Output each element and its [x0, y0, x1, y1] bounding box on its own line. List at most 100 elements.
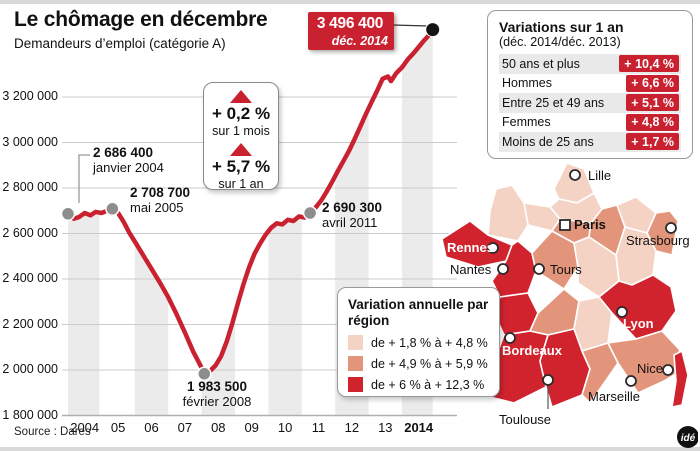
map-regions	[441, 162, 689, 408]
annotation-value: 1 983 500	[186, 379, 248, 394]
table-row: Entre 25 et 49 ans + 5,1 %	[499, 93, 681, 113]
panel-title: Variations sur 1 an	[499, 19, 624, 35]
y-tick: 1 800 000	[2, 407, 58, 422]
city-markers	[487, 169, 677, 387]
city-marker-bordeaux	[504, 332, 516, 344]
x-tick: 2004	[70, 420, 100, 435]
y-tick: 2 200 000	[2, 316, 58, 331]
month-variation-label: sur 1 mois	[212, 124, 270, 138]
row-label: Moins de 25 ans	[502, 134, 594, 149]
annotation-value: 2 708 700	[130, 185, 191, 200]
row-label: Femmes	[502, 115, 551, 130]
annotation-value: 2 690 300	[322, 200, 383, 215]
page-title: Le chômage en décembre	[14, 8, 268, 31]
city-marker-nantes	[497, 263, 509, 275]
data-point-mai-2005	[105, 201, 120, 217]
data-point-avril-2011	[302, 205, 318, 221]
city-marker-marseille	[625, 375, 637, 387]
france-map-svg: idé	[441, 162, 699, 448]
region-corse	[671, 350, 689, 408]
bottom-border-strip	[0, 447, 700, 451]
city-marker-tours	[533, 263, 545, 275]
row-value-badge: + 6,6 %	[626, 74, 679, 92]
annotation-connector-2004	[78, 154, 90, 203]
page-subtitle: Demandeurs d’emploi (catégorie A)	[14, 36, 226, 51]
x-tick: 10	[277, 420, 293, 435]
row-label: 50 ans et plus	[502, 56, 580, 71]
source-credit: Source : Dares	[14, 426, 91, 438]
y-tick: 2 400 000	[2, 271, 58, 285]
year-variation-value: + 5,7 %	[211, 157, 271, 176]
top-border-strip	[0, 0, 700, 4]
table-row: Femmes + 4,8 %	[499, 113, 681, 133]
data-point-dots	[60, 22, 441, 382]
annotation-fev-2008: 1 983 500 février 2008	[163, 379, 271, 409]
data-point-janvier-2004	[60, 206, 76, 222]
ide-logo: idé	[677, 426, 699, 448]
table-row: 50 ans et plus + 10,4 %	[499, 54, 681, 74]
city-label-bordeaux: Bordeaux	[502, 343, 562, 358]
annotation-jan-2004: 2 686 400 janvier 2004	[93, 145, 164, 175]
city-label-nice: Nice	[637, 361, 664, 376]
city-label-strasbourg: Strasbourg	[626, 233, 690, 248]
row-label: Entre 25 et 49 ans	[502, 95, 605, 110]
city-label-paris: Paris	[574, 217, 606, 232]
city-label-rennes: Rennes	[447, 240, 494, 255]
annotation-value: 2 686 400	[93, 145, 154, 160]
legend-label: de + 1,8 % à + 4,8 %	[371, 335, 488, 350]
month-variation-value: + 0,2 %	[211, 104, 271, 123]
y-tick: 2 000 000	[2, 362, 58, 376]
city-marker-nice	[662, 364, 674, 376]
up-triangle-icon	[230, 90, 252, 103]
legend-title: Variation annuelle par région	[348, 297, 489, 328]
legend-item: de + 4,9 % à + 5,9 %	[348, 356, 489, 371]
city-marker-lyon	[616, 306, 628, 318]
badge-value: 3 496 400	[316, 15, 384, 32]
annotation-date: février 2008	[182, 394, 252, 409]
table-row: Hommes + 6,6 %	[499, 74, 681, 94]
badge-date: déc. 2014	[331, 34, 388, 48]
city-label-lille: Lille	[588, 168, 612, 183]
legend-swatch-dark	[348, 377, 363, 392]
row-value-badge: + 1,7 %	[626, 133, 679, 151]
map-legend: Variation annuelle par région de + 1,8 %…	[337, 287, 500, 397]
city-label-toulouse: Toulouse	[499, 412, 552, 427]
variation-callout: + 0,2 % sur 1 mois + 5,7 % sur 1 an	[203, 82, 279, 191]
x-tick: 07	[177, 420, 193, 435]
x-tick-current-year: 2014	[404, 420, 434, 435]
city-marker-strasbourg	[665, 222, 677, 234]
city-label-lyon: Lyon	[623, 316, 654, 331]
x-tick: 05	[110, 420, 126, 435]
annotation-date: janvier 2004	[93, 160, 164, 175]
x-tick: 08	[211, 420, 226, 435]
france-map: idé Lille Paris Strasbourg Rennes Nantes…	[436, 159, 699, 451]
badge-connector-line	[392, 24, 429, 27]
data-point-déc--2014	[425, 22, 441, 38]
x-tick: 11	[311, 420, 326, 435]
city-marker-lille	[569, 169, 581, 181]
city-marker-rennes	[487, 242, 499, 254]
annotation-mai-2005: 2 708 700 mai 2005	[130, 185, 190, 215]
city-label-marseille: Marseille	[588, 389, 641, 404]
data-point-février-2008	[197, 366, 212, 382]
x-tick: 12	[344, 420, 360, 435]
variations-panel: Variations sur 1 an (déc. 2014/déc. 2013…	[487, 10, 693, 159]
annotation-avr-2011: 2 690 300 avril 2011	[322, 200, 382, 230]
panel-subtitle: (déc. 2014/déc. 2013)	[499, 35, 621, 49]
table-row: Moins de 25 ans + 1,7 %	[499, 132, 681, 152]
up-triangle-icon	[230, 143, 252, 156]
city-marker-paris	[559, 219, 571, 231]
legend-item: de + 1,8 % à + 4,8 %	[348, 335, 489, 350]
x-tick: 06	[144, 420, 159, 435]
city-label-nantes: Nantes	[450, 262, 492, 277]
y-tick: 3 000 000	[2, 134, 58, 149]
city-label-tours: Tours	[550, 262, 582, 277]
year-variation-label: sur 1 an	[218, 177, 264, 191]
latest-value-badge: 3 496 400 déc. 2014	[308, 12, 394, 50]
row-value-badge: + 5,1 %	[626, 94, 679, 112]
legend-item: de + 6 % à + 12,3 %	[348, 377, 489, 392]
y-tick: 2 600 000	[2, 225, 58, 240]
x-tick: 09	[244, 420, 259, 435]
y-tick: 2 800 000	[2, 180, 58, 194]
svg-text:idé: idé	[681, 433, 696, 444]
